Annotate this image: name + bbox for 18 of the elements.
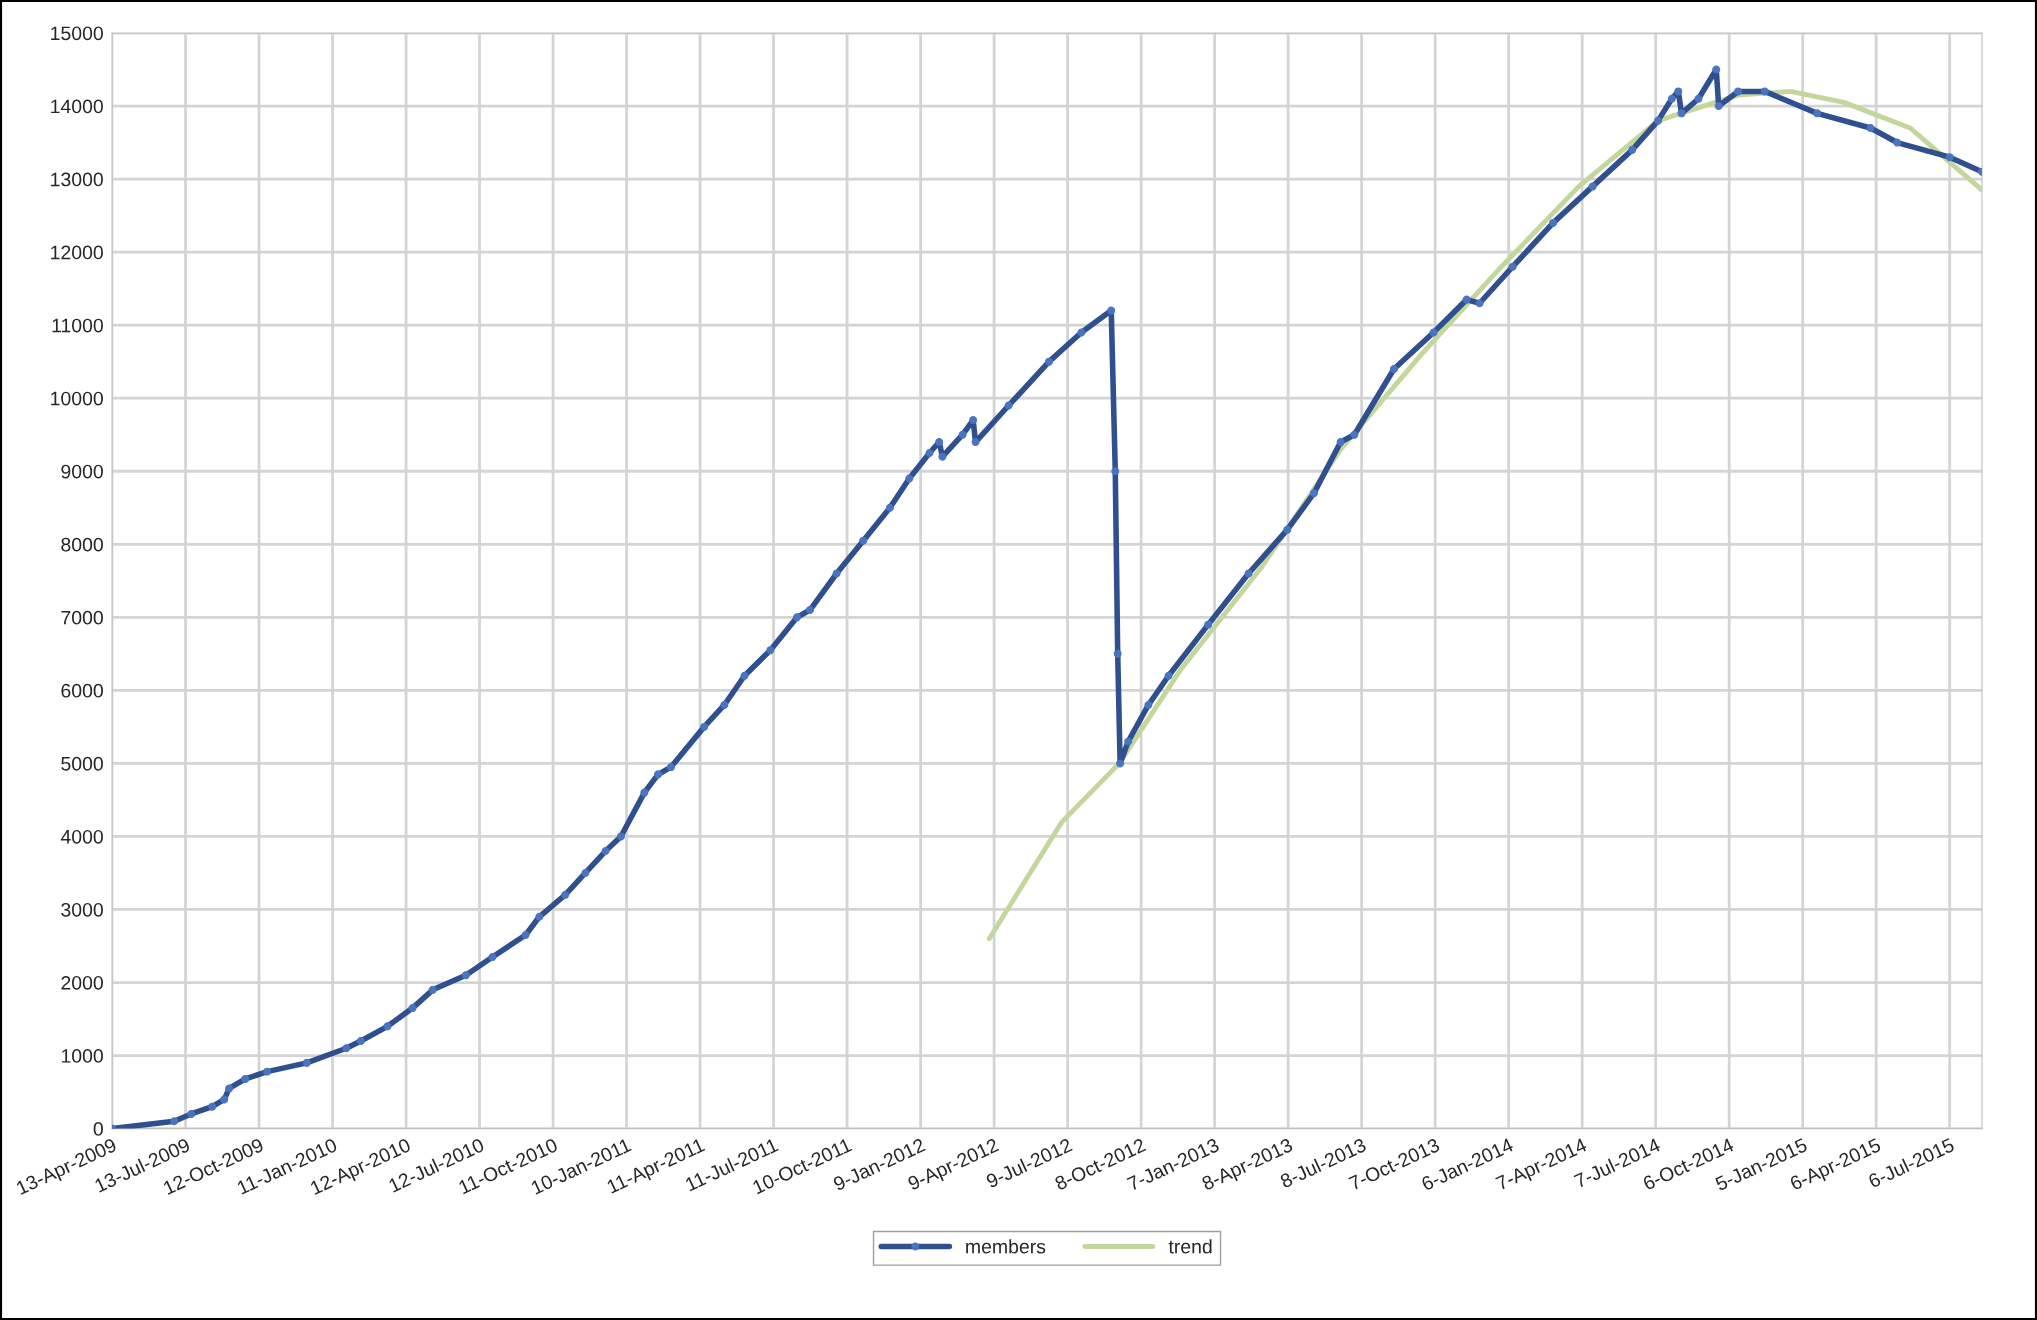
y-tick-label: 6000 (61, 683, 103, 698)
y-tick-label: 7000 (61, 610, 103, 625)
y-tick-label: 13000 (51, 172, 103, 187)
y-tick-label: 8000 (61, 537, 103, 552)
y-tick-label: 10000 (51, 391, 103, 406)
y-tick-label: 3000 (61, 902, 103, 917)
y-tick-label: 1000 (61, 1049, 103, 1063)
y-tick-label: 14000 (51, 99, 103, 114)
y-tick-label: 11000 (52, 318, 103, 333)
y-tick-label: 0 (93, 1122, 103, 1136)
y-tick-label: 15000 (51, 26, 103, 41)
legend-label: members (966, 1239, 1046, 1254)
legend-label: trend (1168, 1239, 1212, 1254)
y-tick-label: 12000 (51, 245, 103, 260)
y-tick-label: 2000 (61, 975, 103, 990)
y-tick-label: 4000 (60, 829, 103, 844)
y-tick-label: 9000 (61, 464, 103, 479)
y-tick-label: 5000 (61, 756, 103, 771)
